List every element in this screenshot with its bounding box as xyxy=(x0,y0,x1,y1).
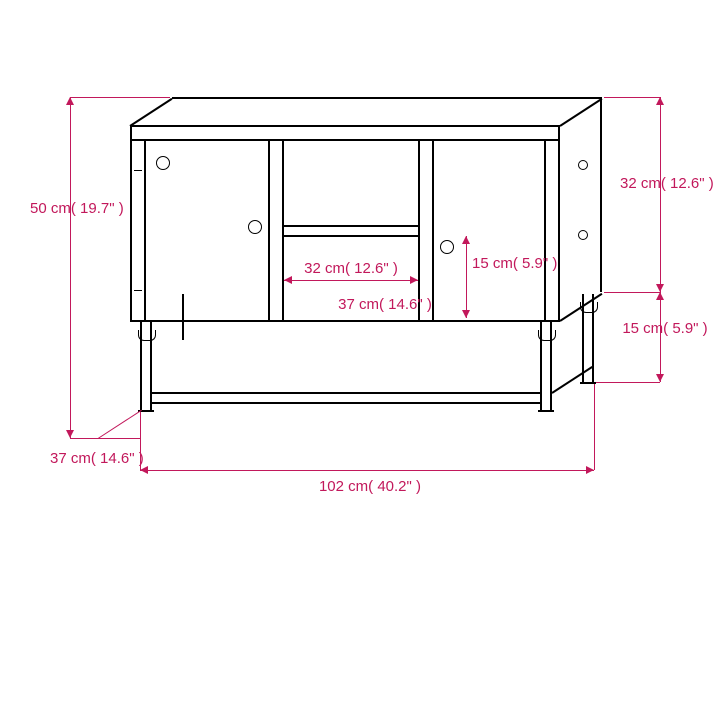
bracket-fr xyxy=(538,330,556,341)
diagram-canvas: 50 cm( 19.7" ) 37 cm( 14.6" ) 102 cm( 40… xyxy=(0,0,724,724)
dim-width-ext-r xyxy=(594,384,595,470)
dim-leg-line xyxy=(660,292,661,382)
cab-back-top xyxy=(172,97,602,99)
dim-depth-label: 37 cm( 14.6" ) xyxy=(50,450,140,467)
bracket-br xyxy=(580,302,598,313)
cab-left-inner xyxy=(144,139,146,320)
dim-height-ext-t xyxy=(70,97,170,98)
knob-middle xyxy=(248,220,262,234)
dim-upper-ext-t xyxy=(604,97,660,98)
dim-upper-ext-b xyxy=(604,292,660,293)
hinge-l2 xyxy=(134,290,142,291)
persp-tr xyxy=(559,98,602,127)
cab-right-back xyxy=(600,97,602,292)
divider1 xyxy=(268,139,270,320)
dim-width-label: 102 cm( 40.2" ) xyxy=(300,478,440,495)
dim-height-label: 50 cm( 19.7" ) xyxy=(30,200,110,217)
dim-shelfw-arrow-l xyxy=(284,276,292,284)
dim-upper-arrow-b xyxy=(656,284,664,292)
dim-leg-ext-b xyxy=(596,382,660,383)
dim-upper-arrow-t xyxy=(656,97,664,105)
cab-left xyxy=(130,125,132,320)
cab-top-under xyxy=(130,139,560,141)
hw-r1 xyxy=(578,160,588,170)
dim-shelfw-line xyxy=(284,280,418,281)
crossbar-front2 xyxy=(152,402,540,404)
knob-left-door xyxy=(156,156,170,170)
bracket-fl xyxy=(138,330,156,341)
dim-upper-label: 32 cm( 12.6" ) xyxy=(620,175,710,192)
cab-right xyxy=(558,125,560,320)
dim-width-arrow-l xyxy=(140,466,148,474)
dim-leg-arrow-b xyxy=(656,374,664,382)
cab-bottom xyxy=(130,320,560,322)
crossbar-front xyxy=(152,392,540,394)
dim-width-arrow-r xyxy=(586,466,594,474)
knob-right xyxy=(440,240,454,254)
dim-upper-line xyxy=(660,97,661,292)
dim-height-ext-b xyxy=(70,438,140,439)
dim-shelfw-label: 32 cm( 12.6" ) xyxy=(286,260,416,277)
hinge-l1 xyxy=(134,170,142,171)
dim-shelfd-label: 37 cm( 14.6" ) xyxy=(320,296,450,313)
dim-shelfw-arrow-r xyxy=(410,276,418,284)
leg-bl xyxy=(182,294,184,340)
cab-front-top xyxy=(130,125,560,127)
foot-fr xyxy=(538,410,554,412)
hw-r2 xyxy=(578,230,588,240)
dim-shelfh-label: 15 cm( 5.9" ) xyxy=(472,255,552,272)
dim-height-arrow-b xyxy=(66,430,74,438)
persp-tl xyxy=(129,98,172,127)
dim-depth-line xyxy=(98,410,142,439)
divider2 xyxy=(418,139,420,320)
shelf-front xyxy=(284,225,418,227)
dim-width-line xyxy=(140,470,594,471)
cab-right-inner xyxy=(544,139,546,320)
dim-height-arrow-t xyxy=(66,97,74,105)
divider2b xyxy=(432,139,434,320)
dim-leg-arrow-t xyxy=(656,292,664,300)
dim-width-ext-l xyxy=(140,412,141,470)
divider1b xyxy=(282,139,284,320)
dim-leg-label: 15 cm( 5.9" ) xyxy=(620,320,710,337)
dim-height-line xyxy=(70,97,71,438)
dim-shelfh-arrow-b xyxy=(462,310,470,318)
crossbar-side xyxy=(551,366,592,394)
dim-shelfh-arrow-t xyxy=(462,236,470,244)
dim-shelfh-line xyxy=(466,236,467,318)
shelf-under xyxy=(284,235,418,237)
